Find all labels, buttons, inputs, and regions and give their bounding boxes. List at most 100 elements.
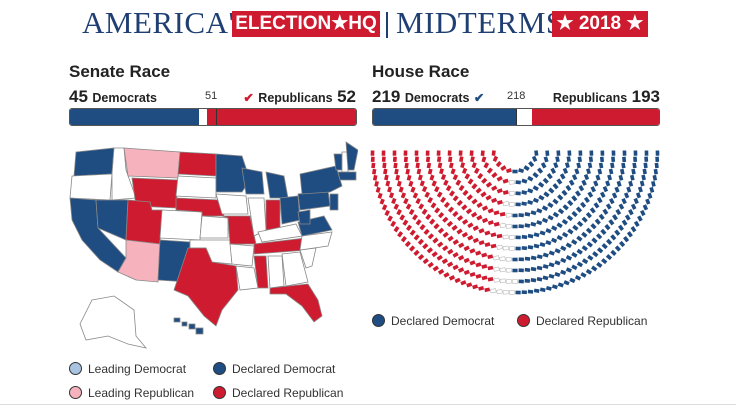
house-seat [481, 205, 489, 211]
house-seat [436, 191, 443, 198]
house-seat [448, 162, 454, 169]
house-seat [481, 217, 489, 224]
house-seat [437, 241, 444, 248]
map-state-wisconsin[interactable] [241, 167, 265, 195]
house-seat [447, 235, 454, 242]
map-state-north-carolina[interactable] [299, 231, 333, 251]
house-seat [461, 218, 469, 225]
map-state-colorado[interactable] [159, 209, 203, 241]
map-state-west-virginia[interactable] [297, 209, 311, 225]
map-state-new-york[interactable] [299, 165, 343, 195]
house-seat [596, 196, 603, 204]
house-seat [505, 279, 512, 284]
map-state-alaska[interactable] [79, 295, 148, 349]
map-state-ohio[interactable] [279, 195, 301, 225]
house-seat [463, 269, 470, 276]
house-seat [405, 203, 412, 210]
map-state-massachusetts[interactable] [337, 171, 357, 181]
house-seat [585, 227, 593, 234]
map-state-indiana[interactable] [265, 199, 281, 231]
house-seat [455, 179, 462, 186]
house-seat [447, 248, 454, 255]
map-state-georgia[interactable] [281, 251, 309, 287]
house-seat [647, 192, 653, 199]
house-seat [431, 251, 438, 258]
map-state-oregon[interactable] [69, 173, 113, 201]
map-state-montana[interactable] [123, 147, 181, 179]
house-seat [642, 168, 647, 175]
house-seat [371, 162, 376, 169]
house-seat [437, 162, 443, 169]
house-majority-label: 218 [507, 90, 526, 102]
house-seat [565, 184, 572, 192]
house-seat [487, 220, 494, 226]
house-seat [591, 237, 598, 244]
house-seat [532, 172, 539, 179]
house-seat [512, 224, 518, 229]
map-state-arkansas[interactable] [229, 243, 255, 267]
house-seat [379, 198, 385, 205]
house-seat [545, 240, 552, 246]
house-seat [481, 264, 488, 269]
map-state-south-dakota[interactable] [175, 175, 217, 199]
house-seat [478, 228, 485, 234]
house-seat [397, 231, 404, 238]
legend-item: Declared Democrat [372, 314, 494, 328]
house-seat [580, 201, 587, 209]
house-seat [628, 180, 634, 187]
map-state-new-jersey[interactable] [329, 193, 339, 211]
house-seat [590, 186, 596, 193]
legend-item: Declared Democrat [213, 362, 335, 376]
house-seat [396, 209, 402, 216]
house-seat [637, 186, 643, 193]
legend-item: Leading Democrat [69, 362, 186, 376]
house-seat [463, 245, 470, 252]
map-state-kansas[interactable] [199, 215, 229, 239]
house-seat [512, 279, 518, 284]
house-seat [524, 212, 531, 217]
house-seat [424, 191, 430, 198]
house-seat [554, 260, 561, 266]
house-seat [469, 248, 476, 254]
map-state-iowa[interactable] [215, 193, 249, 215]
map-state-missouri[interactable] [221, 215, 257, 245]
house-seat [372, 174, 378, 181]
senate-us-map [69, 141, 358, 349]
house-seat [591, 265, 598, 272]
map-state-mississippi[interactable] [253, 255, 269, 289]
map-state-michigan[interactable] [265, 171, 289, 199]
house-seat [471, 183, 478, 190]
map-state-alabama[interactable] [267, 255, 285, 289]
map-state-north-dakota[interactable] [177, 151, 217, 177]
house-seat [518, 213, 524, 218]
house-seat [580, 272, 587, 278]
house-seat [477, 172, 484, 180]
house-seat [457, 267, 465, 273]
house-seat [572, 224, 579, 231]
house-seat [431, 180, 437, 187]
house-seat [473, 167, 480, 174]
house-seat [421, 185, 428, 193]
house-seat [508, 202, 515, 207]
map-state-maine[interactable] [345, 141, 358, 171]
house-seat [552, 183, 559, 190]
house-seat [406, 174, 412, 181]
house-seat [481, 177, 488, 184]
map-state-washington[interactable] [73, 147, 115, 177]
map-state-florida[interactable] [269, 283, 323, 323]
house-seat [392, 150, 397, 156]
house-seat [492, 155, 499, 163]
map-state-hawaii[interactable] [173, 317, 204, 335]
map-state-arizona[interactable] [117, 239, 161, 283]
house-seat [556, 222, 563, 229]
house-seat [565, 255, 573, 261]
map-state-louisiana[interactable] [235, 265, 259, 291]
map-state-texas[interactable] [173, 247, 239, 327]
senate-dem-fill [70, 109, 199, 125]
year-badge: ★ 2018 ★ [552, 11, 648, 37]
house-seat [600, 228, 607, 236]
house-seat [532, 185, 539, 192]
house-seat [490, 232, 497, 238]
house-seat [461, 167, 468, 174]
house-seat [633, 150, 638, 156]
